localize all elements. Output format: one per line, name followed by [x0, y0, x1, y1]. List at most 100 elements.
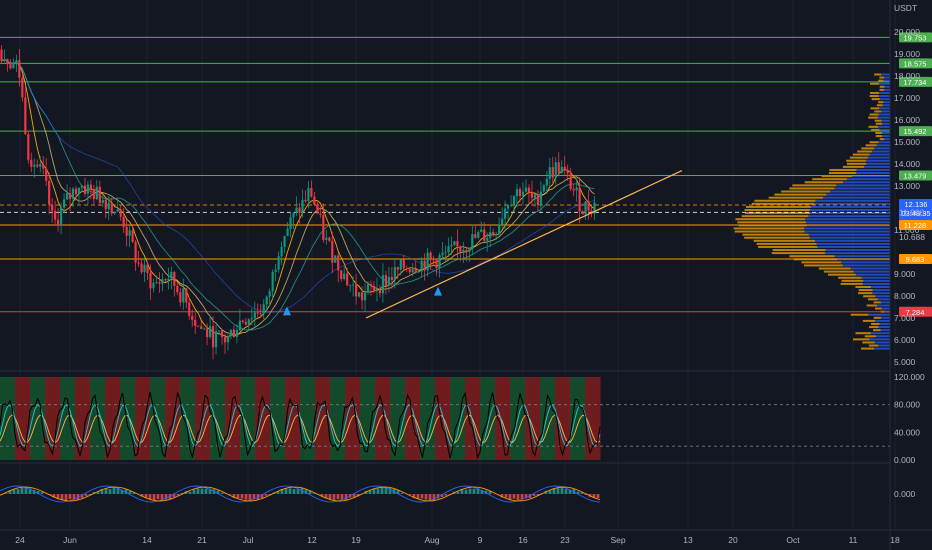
volume-profile-bar	[810, 205, 890, 208]
volume-profile-bar	[869, 113, 879, 116]
volume-profile-bar	[876, 104, 883, 107]
candle-body	[77, 187, 81, 195]
candle-body	[390, 276, 393, 280]
candle-body	[268, 291, 271, 297]
candle-body	[235, 330, 239, 337]
candle-body	[587, 201, 590, 211]
price-tick: 13.000	[894, 181, 920, 191]
macd-histogram-bar	[24, 487, 28, 494]
candle-body	[277, 256, 280, 270]
volume-profile-bar	[803, 264, 843, 267]
volume-profile-bar	[841, 261, 890, 264]
level-badge	[899, 306, 932, 317]
macd-histogram-bar	[60, 494, 64, 500]
volume-profile-bar	[878, 141, 890, 144]
level-value: 7.284	[906, 308, 925, 317]
volume-profile-bar	[853, 338, 870, 341]
volume-profile-bar	[814, 202, 890, 205]
candle-body	[9, 64, 12, 69]
volume-profile-bar	[846, 162, 867, 165]
oscillator-band	[300, 377, 316, 460]
candle-body	[450, 245, 453, 247]
candle-body	[337, 255, 340, 271]
volume-profile-bar	[745, 212, 811, 215]
macd-histogram-bar	[584, 494, 588, 496]
candle-body	[346, 273, 349, 286]
candle-body	[274, 269, 277, 272]
candle-body	[343, 273, 346, 280]
candle-body	[42, 164, 45, 169]
candle-body	[301, 199, 304, 213]
price-axis[interactable]: USDT 20.000 19.000 18.000 17.000 16.000 15.000…	[894, 3, 920, 367]
ascending-trendline[interactable]	[365, 170, 683, 319]
macd-histogram-bar	[524, 494, 528, 499]
macd-histogram-bar	[504, 494, 508, 498]
macd-histogram-bar	[432, 494, 436, 501]
volume-profile-bar	[881, 119, 890, 122]
volume-profile-bar	[771, 252, 825, 255]
candle-body	[146, 264, 149, 273]
macd-histogram-bar	[32, 489, 36, 494]
time-tick: Jul	[243, 535, 254, 545]
volume-profile-bar	[858, 292, 873, 295]
volume-profile-bar	[874, 147, 890, 150]
volume-profile-bar	[781, 190, 831, 193]
moving-average-long	[1, 59, 595, 313]
volume-profile-bar	[855, 332, 872, 335]
volume-profile-bar	[815, 199, 890, 202]
candle-body	[477, 232, 480, 238]
volume-profile-bar	[878, 326, 890, 329]
oscillator-pane: 120.000 80.000 40.000 0.000	[0, 372, 925, 465]
candle-body	[411, 269, 414, 273]
price-tick: 9.000	[894, 269, 916, 279]
candle-body	[116, 209, 119, 212]
candle-body	[486, 237, 489, 241]
volume-profile-bar	[877, 298, 890, 301]
volume-profile-bar	[872, 292, 890, 295]
level-badge	[899, 253, 932, 264]
level-value: 19.753	[904, 33, 927, 42]
candle-body	[447, 246, 450, 253]
macd-histogram-bar	[148, 494, 152, 500]
candle-body	[381, 275, 385, 294]
volume-profile-bar	[789, 255, 835, 258]
macd-histogram-bar	[164, 494, 168, 500]
volume-profile-bar	[879, 82, 890, 85]
volume-profile-bar	[823, 196, 890, 199]
candle-body	[515, 189, 519, 197]
horizontal-levels[interactable]: 19.753 18.575 17.734 15.492 13.479 11.228 9.68…	[0, 32, 932, 317]
macd-signal-line	[0, 486, 601, 502]
candle-body	[557, 162, 560, 173]
volume-profile-bar	[879, 88, 885, 91]
volume-profile-bar	[879, 85, 885, 88]
oscillator-band	[135, 377, 151, 460]
volume-profile-bar	[868, 125, 879, 128]
volume-profile-bar	[870, 91, 880, 94]
macd-histogram-bar	[48, 494, 52, 496]
time-axis[interactable]: 24 Jun 14 21 Jul 12 19 Aug 9 16 23 Sep 13 20 Oct 11 18	[15, 535, 900, 545]
candle-body	[357, 292, 361, 297]
volume-profile-bar	[824, 252, 890, 255]
macd-histogram-bar	[456, 491, 460, 494]
volume-profile-bar	[850, 313, 869, 316]
candle-body	[313, 196, 316, 205]
macd-histogram-bar	[284, 488, 288, 494]
candle-body	[316, 204, 319, 214]
volume-profile-bar	[853, 270, 890, 273]
candle-body	[131, 230, 134, 242]
candle-body	[509, 205, 513, 207]
macd-histogram-bar	[332, 494, 336, 500]
volume-profile-bar	[881, 110, 890, 113]
price-tick: 20.000	[894, 27, 920, 37]
macd-histogram-bar	[132, 492, 136, 494]
volume-profile-bar	[866, 304, 878, 307]
candle-body	[122, 216, 125, 227]
macd-histogram-bar	[548, 490, 552, 494]
volume-profile-bar	[758, 245, 818, 248]
candle-body	[426, 252, 429, 271]
candle-body	[331, 240, 334, 263]
macd-histogram-bar	[128, 490, 132, 494]
candle-body	[223, 336, 227, 343]
